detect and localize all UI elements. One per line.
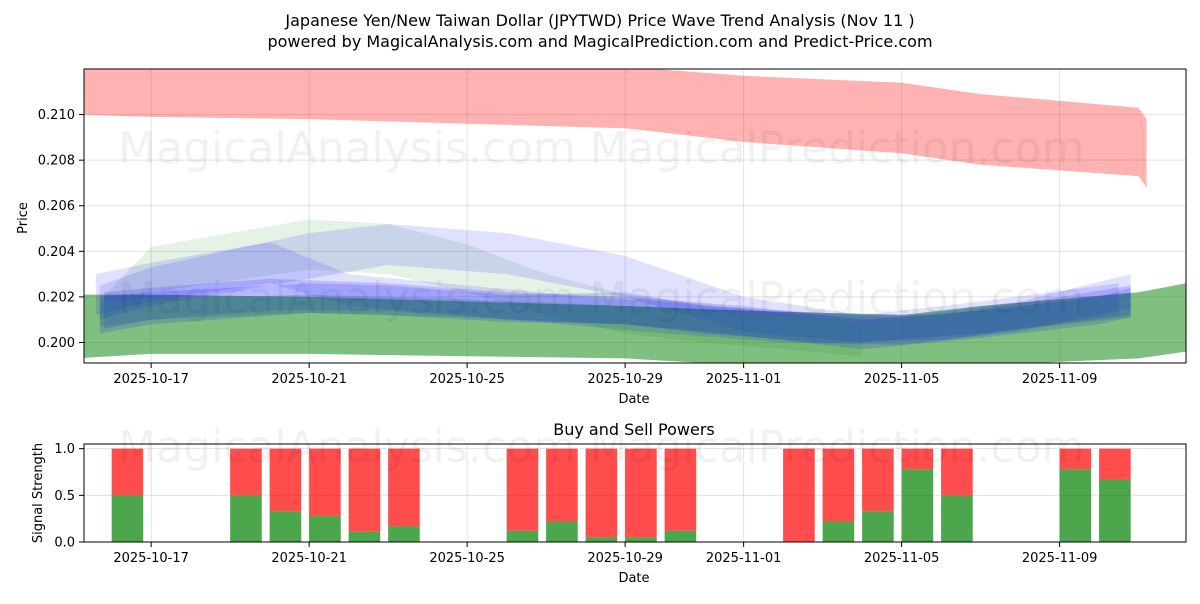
signal-x-ticks: 2025-10-17 2025-10-21 2025-10-25 2025-10-29… [113, 542, 1097, 566]
wave-band-2 [103, 219, 863, 357]
signal-x-tick-label: 2025-11-05 [864, 551, 940, 566]
sell-power-bar [941, 448, 973, 496]
sell-power-bar [506, 448, 539, 531]
signal-x-tick-label: 2025-10-17 [113, 551, 189, 566]
wave-band-3 [95, 242, 1131, 345]
signal-x-tick-label: 2025-10-25 [429, 551, 505, 566]
signal-y-tick-label: 0.0 [54, 536, 75, 551]
sell-power-bar [111, 448, 144, 496]
watermark-prediction-bottom: MagicalPrediction.com [590, 422, 1085, 473]
price-x-tick-label: 2025-10-21 [271, 372, 347, 387]
price-y-tick-label: 0.210 [38, 108, 75, 123]
price-x-tick-label: 2025-10-29 [587, 372, 663, 387]
buy-power-bar [269, 511, 302, 542]
sell-power-bar [348, 448, 381, 532]
signal-y-axis-label: Signal Strength [31, 443, 46, 543]
signal-bars-group [111, 448, 1131, 542]
buy-power-bar [111, 495, 144, 542]
chart-title-line1: Japanese Yen/New Taiwan Dollar (JPYTWD) … [284, 11, 914, 30]
sell-power-bar [783, 448, 815, 542]
buy-power-bar [664, 530, 697, 542]
price-y-tick-label: 0.208 [38, 154, 75, 169]
sell-power-bar [822, 448, 855, 522]
price-y-ticks: 0.200 0.202 0.204 0.206 0.208 0.210 [38, 108, 84, 351]
signal-y-ticks: 0.0 0.5 1.0 [54, 442, 84, 551]
wave-band-4 [99, 224, 1119, 343]
signal-plot-frame [83, 443, 1187, 543]
price-y-axis-label: Price [16, 202, 31, 234]
watermark-analysis-bottom: MagicalAnalysis.com [118, 422, 576, 473]
price-x-axis-label: Date [618, 392, 649, 407]
price-grid [84, 69, 1186, 363]
sell-power-bar [625, 448, 657, 538]
sell-power-bar [309, 448, 341, 516]
sell-power-bar [230, 448, 262, 496]
signal-x-tick-label: 2025-10-21 [271, 551, 347, 566]
price-plot-frame [83, 68, 1187, 364]
buy-power-bar [862, 511, 894, 542]
sell-power-bar [269, 448, 302, 512]
buy-power-bar [1099, 479, 1131, 542]
price-y-tick-label: 0.202 [38, 290, 75, 305]
sell-power-bar [1099, 448, 1131, 480]
price-x-tick-label: 2025-10-25 [429, 372, 505, 387]
sell-power-bar [585, 448, 618, 538]
sell-power-bar [862, 448, 894, 512]
price-x-tick-label: 2025-10-17 [113, 372, 189, 387]
buy-sell-title: Buy and Sell Powers [553, 420, 715, 439]
buy-power-bar [1059, 469, 1092, 542]
price-x-tick-label: 2025-11-05 [864, 372, 940, 387]
sell-power-bar [546, 448, 578, 522]
wave-band-0 [84, 69, 1147, 188]
signal-x-axis-label: Date [618, 571, 649, 586]
wave-band-7 [99, 294, 1131, 343]
price-series-clip [84, 69, 1186, 363]
watermark-analysis-mid: MagicalAnalysis.com [118, 273, 576, 324]
signal-x-tick-label: 2025-10-29 [587, 551, 663, 566]
signal-y-tick-label: 1.0 [54, 442, 75, 457]
sell-power-bar [388, 448, 420, 527]
buy-power-bar [506, 530, 539, 542]
sell-power-bar [1059, 448, 1092, 470]
price-y-tick-label: 0.206 [38, 199, 75, 214]
sell-power-bar [901, 448, 934, 470]
watermark-analysis-top: MagicalAnalysis.com [118, 123, 576, 174]
sell-power-bar [664, 448, 697, 531]
price-x-ticks: 2025-10-17 2025-10-21 2025-10-25 2025-10-29… [113, 363, 1097, 387]
buy-sell-panel: Buy and Sell Powers MagicalAnalysis.com … [31, 420, 1187, 586]
buy-power-bar [625, 537, 657, 542]
buy-power-bar [546, 521, 578, 542]
signal-y-tick-label: 0.5 [54, 489, 75, 504]
buy-power-bar [230, 495, 262, 542]
buy-power-bar [941, 495, 973, 542]
signal-x-tick-label: 2025-11-09 [1022, 551, 1098, 566]
signal-x-tick-label: 2025-11-01 [706, 551, 782, 566]
price-y-tick-label: 0.200 [38, 336, 75, 351]
buy-power-bar [585, 537, 618, 542]
price-x-tick-label: 2025-11-01 [706, 372, 782, 387]
wave-band-1 [84, 283, 1186, 363]
buy-power-bar [901, 469, 934, 542]
price-series-group [84, 69, 1186, 363]
price-wave-panel: MagicalAnalysis.com MagicalPrediction.co… [16, 68, 1187, 407]
price-y-tick-label: 0.204 [38, 245, 75, 260]
watermark-prediction-top: MagicalPrediction.com [590, 123, 1085, 174]
price-x-tick-label: 2025-11-09 [1022, 372, 1098, 387]
watermark-prediction-mid: MagicalPrediction.com [590, 273, 1085, 324]
buy-power-bar [348, 531, 381, 542]
wave-band-5 [103, 278, 1131, 350]
wave-band-6 [99, 283, 1131, 343]
buy-power-bar [388, 526, 420, 542]
buy-power-bar [309, 515, 341, 542]
chart-title-line2: powered by MagicalAnalysis.com and Magic… [267, 32, 932, 51]
buy-power-bar [822, 521, 855, 542]
